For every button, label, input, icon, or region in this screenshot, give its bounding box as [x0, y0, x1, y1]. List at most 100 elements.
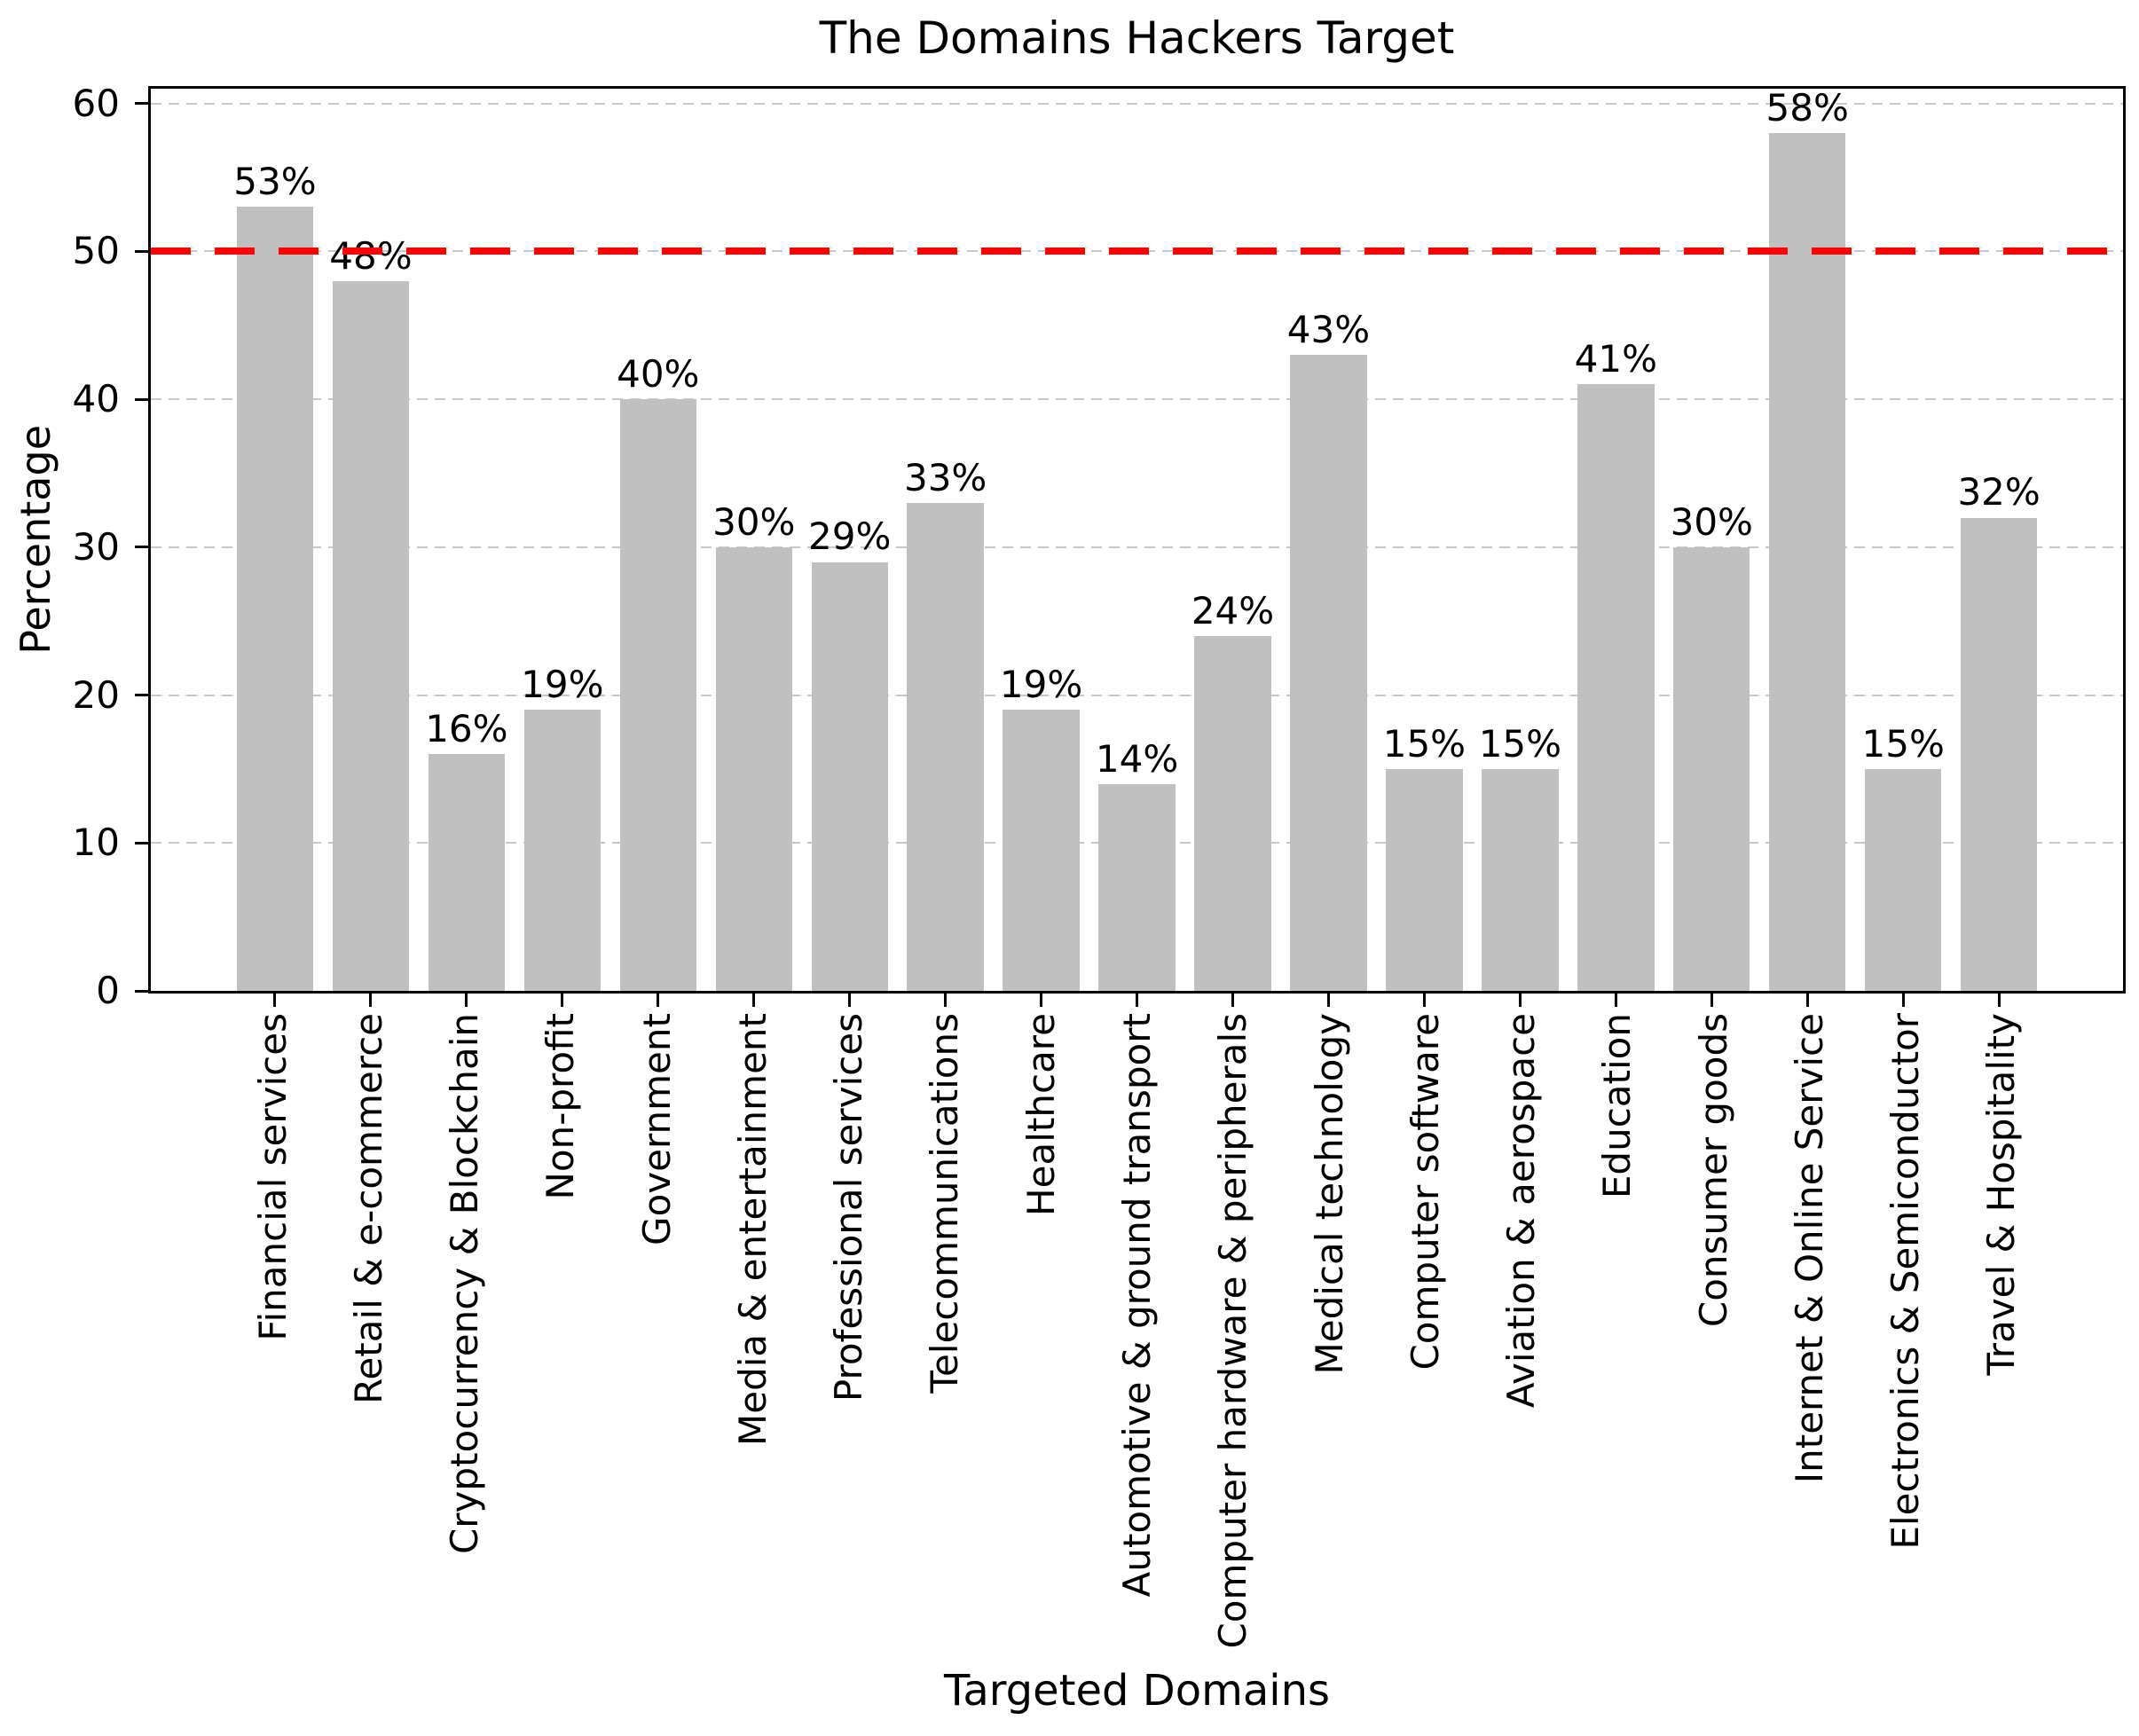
x-axis-label: Targeted Domains	[943, 1666, 1331, 1716]
bar-value-label: 19%	[521, 663, 604, 707]
x-tick-label-cell: Education	[1569, 1013, 1665, 1649]
x-tick-label-cell: Medical technology	[1281, 1013, 1377, 1649]
x-tick-label: Non-profit	[539, 1013, 583, 1200]
y-tick-mark	[135, 841, 148, 844]
x-tick-label: Aviation & aerospace	[1499, 1013, 1544, 1409]
bar	[1960, 517, 2038, 991]
x-tick-mark	[1040, 994, 1043, 1007]
x-tick-mark	[1136, 994, 1139, 1007]
y-axis-label-wrap: Percentage	[9, 86, 62, 994]
bar-value-label: 19%	[999, 663, 1083, 707]
y-tick-label: 60	[72, 81, 120, 125]
x-tick-mark	[1422, 994, 1426, 1007]
bar-value-label: 30%	[712, 499, 796, 544]
x-tick-label-cell: Internet & Online Service	[1761, 1013, 1857, 1649]
bar-column: 58%	[1759, 88, 1855, 1007]
x-tick-mark	[369, 994, 373, 1007]
chart-title: The Domains Hackers Target	[819, 12, 1455, 64]
x-tick-mark	[1231, 994, 1234, 1007]
bar-column: 15%	[1855, 89, 1951, 1007]
x-tick-label: Travel & Hospitality	[1979, 1013, 2024, 1376]
x-tick-label: Internet & Online Service	[1787, 1013, 1831, 1484]
bar	[619, 399, 696, 991]
bar-column: 43%	[1280, 89, 1376, 1007]
bar	[1769, 133, 1846, 991]
x-tick-label: Professional services	[827, 1013, 871, 1402]
y-tick-label: 30	[72, 524, 120, 569]
gridline	[151, 694, 2123, 696]
x-tick-label-cell: Consumer goods	[1665, 1013, 1761, 1649]
x-tick-mark	[561, 994, 564, 1007]
x-tick-mark	[657, 994, 660, 1007]
bar	[1098, 783, 1176, 991]
bar-value-label: 53%	[233, 160, 317, 204]
x-tick-label: Government	[634, 1013, 679, 1245]
x-tick-label: Cryptocurrency & Blockchain	[443, 1013, 487, 1555]
bar-column: 15%	[1472, 89, 1568, 1007]
x-tick-label-cell: Automotive & ground transport	[1089, 1013, 1184, 1649]
x-tick-mark	[1326, 994, 1330, 1007]
x-tick-label: Computer hardware & peripherals	[1211, 1013, 1255, 1649]
bar	[1673, 546, 1750, 991]
x-tick-label: Medical technology	[1307, 1013, 1351, 1375]
x-tick-label: Education	[1595, 1013, 1640, 1199]
x-tick-label-cell: Computer hardware & peripherals	[1185, 1013, 1281, 1649]
x-tick-mark	[273, 994, 277, 1007]
bar	[1577, 384, 1655, 991]
y-tick-label: 40	[72, 377, 120, 421]
x-tick-label: Financial services	[250, 1013, 295, 1341]
x-tick-label-cell: Cryptocurrency & Blockchain	[417, 1013, 513, 1649]
x-tick-label: Automotive & ground transport	[1115, 1013, 1160, 1598]
y-tick-mark	[135, 694, 148, 697]
bar-value-label: 14%	[1095, 736, 1179, 781]
bar-column: 16%	[419, 89, 515, 1007]
bar-value-label: 15%	[1861, 721, 1945, 766]
bar	[715, 546, 792, 991]
x-tick-mark	[1518, 994, 1522, 1007]
x-tick-label-cell: Retail & e-commerce	[320, 1013, 416, 1649]
bar-value-label: 30%	[1670, 499, 1753, 544]
bar-column: 32%	[1951, 89, 2047, 1007]
y-tick-mark	[135, 249, 148, 253]
bar	[907, 502, 984, 991]
x-tick-label-cell: Electronics & Semiconductor	[1858, 1013, 1954, 1649]
x-tick-label-cell: Healthcare	[993, 1013, 1089, 1649]
x-tick-label-cell: Telecommunications	[897, 1013, 993, 1649]
bar-column: 19%	[515, 89, 610, 1007]
x-tick-label: Telecommunications	[923, 1013, 967, 1394]
x-tick-mark	[1805, 994, 1809, 1007]
bar-value-label: 16%	[425, 707, 508, 751]
bar-column: 19%	[994, 89, 1089, 1007]
gridline	[151, 546, 2123, 548]
bar-value-label: 15%	[1478, 721, 1562, 766]
y-tick-mark	[135, 546, 148, 549]
x-tick-label-cell: Financial services	[224, 1013, 320, 1649]
bar-column: 48%	[323, 89, 419, 1007]
bar	[428, 754, 506, 991]
bar-column: 30%	[706, 89, 802, 1007]
bar-value-label: 43%	[1286, 308, 1371, 352]
x-tick-label-cell: Computer software	[1377, 1013, 1473, 1649]
bar-value-label: 40%	[617, 352, 700, 397]
bar-column: 30%	[1663, 89, 1759, 1007]
bar	[1290, 355, 1367, 991]
x-tick-label-cell: Media & entertainment	[704, 1013, 800, 1649]
x-tick-mark	[848, 994, 852, 1007]
plot-area: 0 10 20 30 40 50 60 53% 48% 16% 19% 40% 30% 29% 33% 19…	[73, 84, 2126, 1009]
y-tick-label: 20	[72, 672, 120, 717]
bar	[1482, 768, 1559, 991]
bar	[236, 207, 314, 991]
bar-column: 33%	[898, 89, 994, 1007]
reference-line-50pct	[151, 247, 2123, 255]
x-tick-mark	[1614, 994, 1617, 1007]
bar	[1386, 768, 1463, 991]
x-tick-mark	[944, 994, 948, 1007]
x-tick-mark	[1901, 994, 1905, 1007]
bar	[1194, 635, 1271, 991]
y-tick-mark	[135, 102, 148, 106]
y-axis-label: Percentage	[12, 425, 59, 655]
bar-value-label: 32%	[1957, 470, 2041, 515]
bar	[1003, 710, 1080, 991]
bar-column: 40%	[610, 89, 706, 1007]
